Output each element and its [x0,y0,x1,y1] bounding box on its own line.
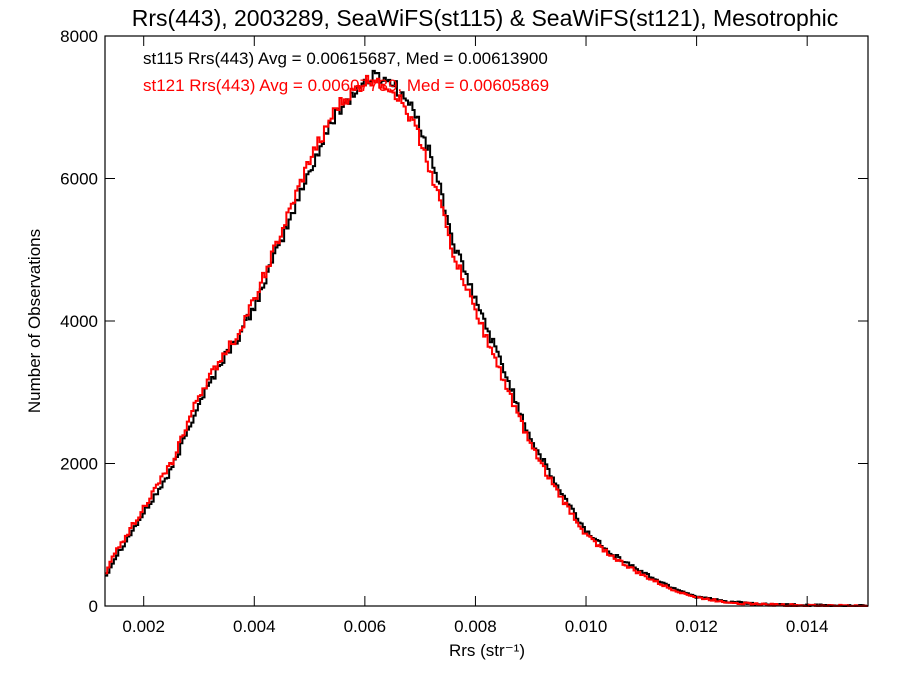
legend-annotation-st115: st115 Rrs(443) Avg = 0.00615687, Med = 0… [143,49,548,68]
x-axis: 0.002 0.004 0.006 0.008 0.010 0.012 0.014 [122,36,828,636]
x-tick-label: 0.004 [233,617,276,636]
x-tick-label: 0.014 [786,617,829,636]
x-tick-label: 0.010 [565,617,608,636]
series-group [105,69,868,607]
series-st115-line [105,69,868,607]
plot-frame [104,35,869,607]
y-tick-label: 6000 [60,170,98,189]
x-axis-label: Rrs (str⁻¹) [449,641,525,660]
x-tick-label: 0.012 [675,617,718,636]
y-tick-label: 8000 [60,27,98,46]
y-tick-label: 2000 [60,455,98,474]
chart-title: Rrs(443), 2003289, SeaWiFS(st115) & SeaW… [132,5,838,31]
x-tick-label: 0.006 [344,617,387,636]
y-axis: 0 2000 4000 6000 8000 [60,27,868,616]
y-tick-label: 4000 [60,312,98,331]
x-tick-label: 0.008 [454,617,497,636]
y-axis-label: Number of Observations [25,229,44,413]
legend-annotation-st121: st121 Rrs(443) Avg = 0.00607739, Med = 0… [143,76,549,95]
series-st121-line [105,74,868,607]
x-tick-label: 0.002 [122,617,165,636]
y-tick-label: 0 [89,597,98,616]
